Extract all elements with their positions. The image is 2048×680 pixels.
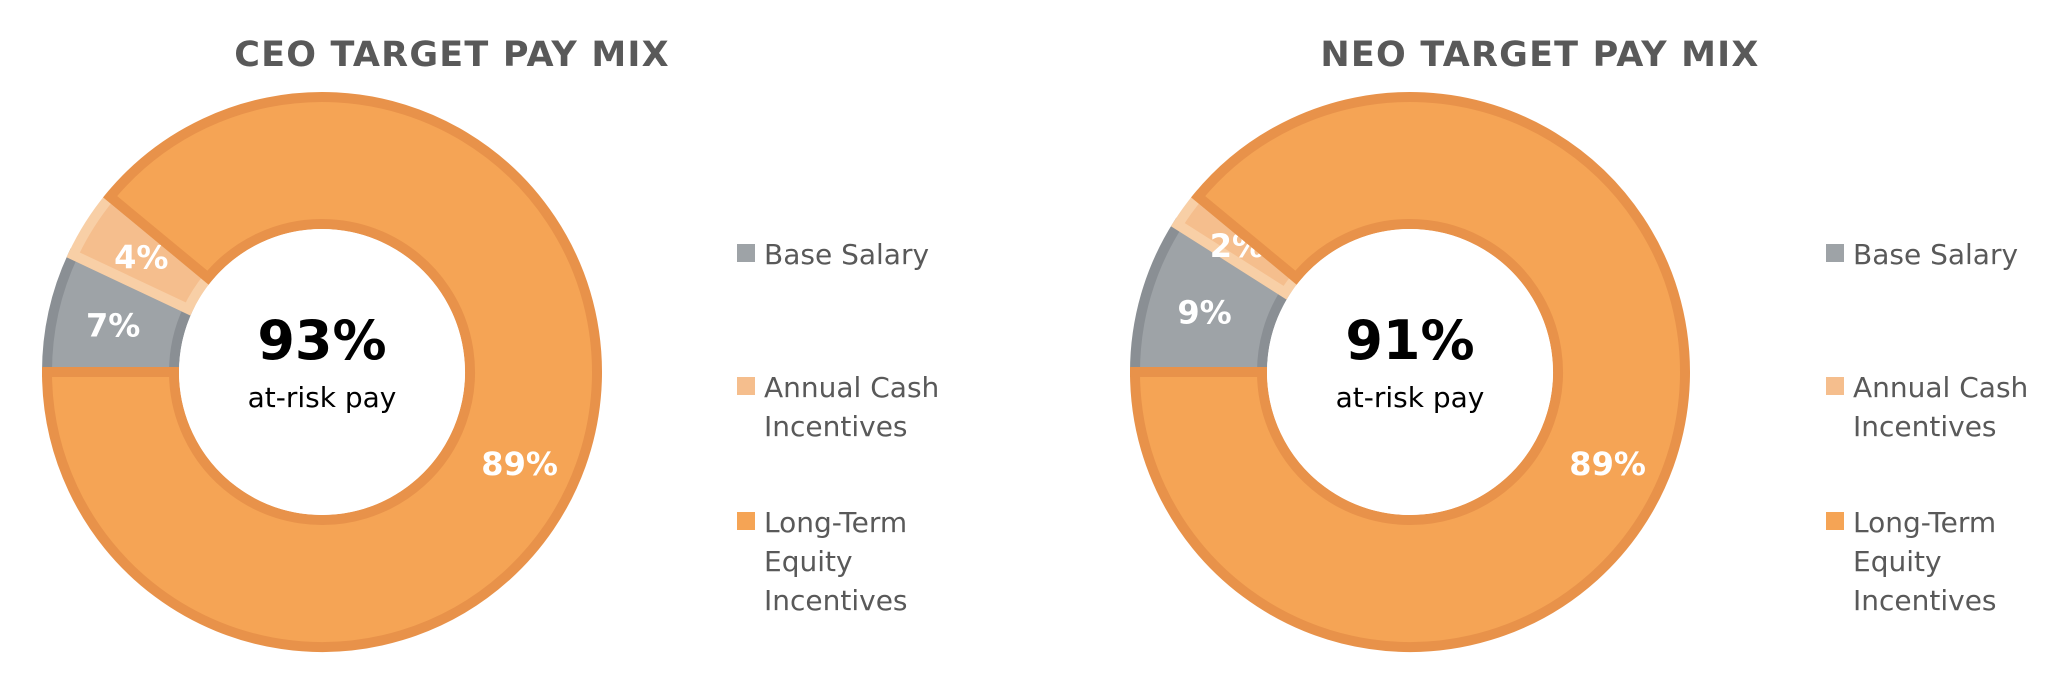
slice-label: 89% [1569, 445, 1646, 483]
legend-swatch [737, 377, 755, 395]
legend-label: Equity [1853, 545, 1942, 578]
legend-label: Incentives [764, 584, 908, 617]
center-caption: at-risk pay [248, 381, 397, 414]
donut-chart-1: CEO TARGET PAY MIX 7% 4% 89% 93% at-risk pay B… [41, 35, 939, 652]
legend-label: Annual Cash [1853, 371, 2028, 404]
center-caption: at-risk pay [1336, 381, 1485, 414]
slice-label: 7% [86, 306, 140, 344]
legend-swatch [1826, 377, 1844, 395]
legend-label: Annual Cash [764, 371, 939, 404]
chart-title: CEO TARGET PAY MIX [234, 35, 670, 75]
legend: Base Salary Annual Cash Incentives Long-Ter… [737, 238, 939, 617]
slice-label: 9% [1177, 293, 1231, 331]
legend-label: Base Salary [1853, 238, 2018, 271]
legend-label: Long-Term [764, 506, 907, 539]
legend-swatch [737, 512, 755, 530]
center-value: 93% [257, 309, 386, 372]
slice-long-term-equity-incentives [1129, 92, 1690, 652]
legend-swatch [1826, 244, 1844, 262]
legend-swatch [1826, 512, 1844, 530]
legend-label: Base Salary [764, 238, 929, 271]
slice-label: 89% [481, 445, 558, 483]
center-value: 91% [1345, 309, 1474, 372]
legend-label: Equity [764, 545, 853, 578]
legend-label: Incentives [1853, 410, 1997, 443]
legend-label: Long-Term [1853, 506, 1996, 539]
slice-long-term-equity-incentives [41, 92, 602, 652]
legend: Base Salary Annual Cash Incentives Long-Ter… [1826, 238, 2028, 617]
donut-hole [1267, 229, 1553, 515]
slice-label: 4% [114, 238, 168, 276]
legend-swatch [737, 244, 755, 262]
chart-title: NEO TARGET PAY MIX [1320, 35, 1759, 75]
legend-label: Incentives [1853, 584, 1997, 617]
donut-hole [179, 229, 465, 515]
legend-label: Incentives [764, 410, 908, 443]
